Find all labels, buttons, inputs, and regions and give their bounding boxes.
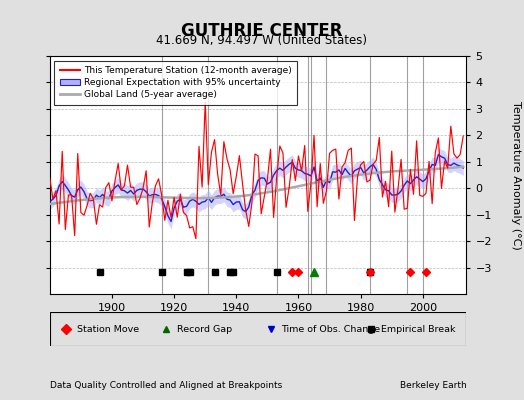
Text: Data Quality Controlled and Aligned at Breakpoints: Data Quality Controlled and Aligned at B… <box>50 381 282 390</box>
Text: Empirical Break: Empirical Break <box>381 324 455 334</box>
Text: Berkeley Earth: Berkeley Earth <box>400 381 466 390</box>
Y-axis label: Temperature Anomaly (°C): Temperature Anomaly (°C) <box>511 101 521 249</box>
Text: 41.669 N, 94.497 W (United States): 41.669 N, 94.497 W (United States) <box>157 34 367 47</box>
Text: Time of Obs. Change: Time of Obs. Change <box>281 324 380 334</box>
Legend: This Temperature Station (12-month average), Regional Expectation with 95% uncer: This Temperature Station (12-month avera… <box>54 60 297 105</box>
Text: Record Gap: Record Gap <box>177 324 232 334</box>
Text: GUTHRIE CENTER: GUTHRIE CENTER <box>181 22 343 40</box>
Text: Station Move: Station Move <box>77 324 139 334</box>
